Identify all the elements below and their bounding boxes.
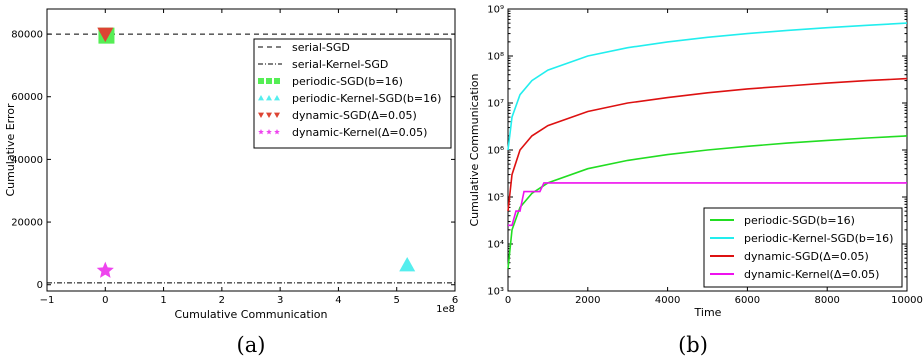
panel-a-legend-dynamic-sgd-0-05-label: dynamic-SGD(Δ=0.05) (292, 109, 417, 122)
panel-a-legend-periodic-kernel-sgd-b-16-swatch (266, 95, 272, 101)
panel-b-xtick-label: 8000 (814, 295, 839, 306)
panel-a-xtick-label: 6 (452, 295, 458, 306)
panel-b-ytick-label: 10⁵ (487, 193, 504, 204)
panel-a-legend-dynamic-sgd-0-05-swatch (274, 112, 280, 118)
panel-a-legend-dynamic-sgd-0-05-swatch (258, 112, 264, 118)
panel-b-ylabel: Cumulative Communication (468, 73, 481, 226)
panel-a-ticks: −1 0 1 2 3 4 5 6 0 20000 40000 60000 80000 (11, 9, 458, 306)
panel-a-plot-frame (46, 8, 456, 292)
panel-a-xtick-label: 1 (160, 295, 166, 306)
panel-a-legend-periodic-sgd-b-16-swatch (274, 78, 280, 84)
panel-a-legend-periodic-kernel-sgd-b-16-swatch (274, 95, 280, 101)
panel-b-xlabel: Time (694, 306, 722, 319)
panel-a-legend: serial-SGD serial-Kernel-SGD periodic-SGD(… (253, 38, 452, 149)
panel-a-legend-dynamic-sgd-0-05-swatch (266, 112, 272, 118)
panel-a-xtick-label: 2 (219, 295, 225, 306)
panel-b-legend-dynamic-sgd-0-05-label: dynamic-SGD(Δ=0.05) (744, 250, 869, 263)
panel-b-ticks: 0 2000 4000 6000 8000 10000 10³ 10⁴ 10⁵ 10⁶ 10⁷ 10⁸… (487, 5, 923, 307)
panel-a-ytick-label: 80000 (11, 30, 43, 41)
panel-a-xlabel: Cumulative Communication (175, 308, 328, 321)
panel-a-ytick-label: 40000 (11, 155, 43, 166)
panel-b-legend-box (703, 207, 903, 288)
panel-a-ytick-label: 20000 (11, 218, 43, 229)
panel-a-ytick-label: 60000 (11, 92, 43, 103)
panel-b-legend: periodic-SGD(b=16) periodic-Kernel-SGD(b=… (703, 207, 903, 288)
panel-b-xtick-label: 6000 (735, 295, 760, 306)
panel-a-series (47, 27, 455, 284)
panel-b-ytick-label: 10⁴ (487, 240, 504, 251)
panel-b-xtick-label: 2000 (575, 295, 600, 306)
panel-a-caption: (a) (237, 333, 266, 357)
panel-a-legend-box (253, 38, 452, 149)
panel-a-legend-serial-kernel-sgd-label: serial-Kernel-SGD (292, 58, 388, 71)
panel-a-chart: −1 0 1 2 3 4 5 6 0 20000 40000 60000 80000 Cumulativ… (4, 8, 458, 357)
panel-b-legend-periodic-sgd-b-16-label: periodic-SGD(b=16) (744, 214, 855, 227)
panel-b-ytick-label: 10⁶ (487, 146, 504, 157)
panel-a-xtick-label: 4 (335, 295, 341, 306)
panel-a-legend-periodic-sgd-b-16-label: periodic-SGD(b=16) (292, 75, 403, 88)
panel-a-xtick-label: 5 (394, 295, 400, 306)
panel-a-xtick-label: 3 (277, 295, 283, 306)
panel-a-legend-dynamic-kernel-0-05-swatch (266, 129, 272, 135)
panel-a-legend-dynamic-kernel-0-05-swatch (258, 129, 264, 135)
panel-b-ytick-label: 10⁸ (487, 52, 504, 63)
panel-a-legend-dynamic-kernel-0-05-label: dynamic-Kernel(Δ=0.05) (292, 126, 427, 139)
panel-a-legend-periodic-sgd-b-16-swatch (266, 78, 272, 84)
panel-b-xtick-label: 10000 (891, 295, 923, 306)
panel-a-periodic-kernel-sgd-b-16-point (399, 256, 416, 272)
panel-a-legend-periodic-sgd-b-16-swatch (258, 78, 264, 84)
panel-b-series (507, 22, 908, 269)
panel-b-dynamic-kernel-0-05-line (508, 182, 907, 227)
panel-b-ytick-label: 10⁹ (487, 5, 504, 16)
panel-a-legend-dynamic-kernel-0-05-swatch (274, 129, 280, 135)
panel-b-ytick-label: 10⁷ (487, 99, 504, 110)
panel-b-periodic-kernel-sgd-b-16-line (507, 22, 908, 151)
panel-a-ylabel: Cumulative Error (4, 103, 17, 197)
panel-a-dynamic-sgd-0-05-point (97, 27, 114, 43)
panel-b-xtick-label: 4000 (655, 295, 680, 306)
panel-b-legend-periodic-kernel-sgd-b-16-label: periodic-Kernel-SGD(b=16) (744, 232, 893, 245)
panel-b-legend-dynamic-kernel-0-05-label: dynamic-Kernel(Δ=0.05) (744, 268, 879, 281)
panel-b-ytick-label: 10³ (487, 287, 504, 298)
panel-a-dynamic-kernel-0-05-point (96, 261, 114, 278)
panel-b-caption: (b) (678, 333, 708, 357)
panel-a-xtick-label: −1 (40, 295, 55, 306)
panel-a-ytick-label: 0 (37, 280, 43, 291)
panel-b-xtick-label: 0 (505, 295, 511, 306)
panel-a-x-multiplier: 1e8 (436, 304, 455, 315)
panel-a-legend-serial-sgd-label: serial-SGD (292, 41, 350, 54)
panel-a-legend-periodic-kernel-sgd-b-16-label: periodic-Kernel-SGD(b=16) (292, 92, 441, 105)
panel-b-chart: 0 2000 4000 6000 8000 10000 10³ 10⁴ 10⁵ 10⁶ 10⁷ 10⁸… (468, 5, 923, 358)
panel-a-xtick-label: 0 (102, 295, 108, 306)
panel-b-dynamic-sgd-0-05-line (507, 77, 908, 212)
panel-a-legend-periodic-kernel-sgd-b-16-swatch (258, 95, 264, 101)
